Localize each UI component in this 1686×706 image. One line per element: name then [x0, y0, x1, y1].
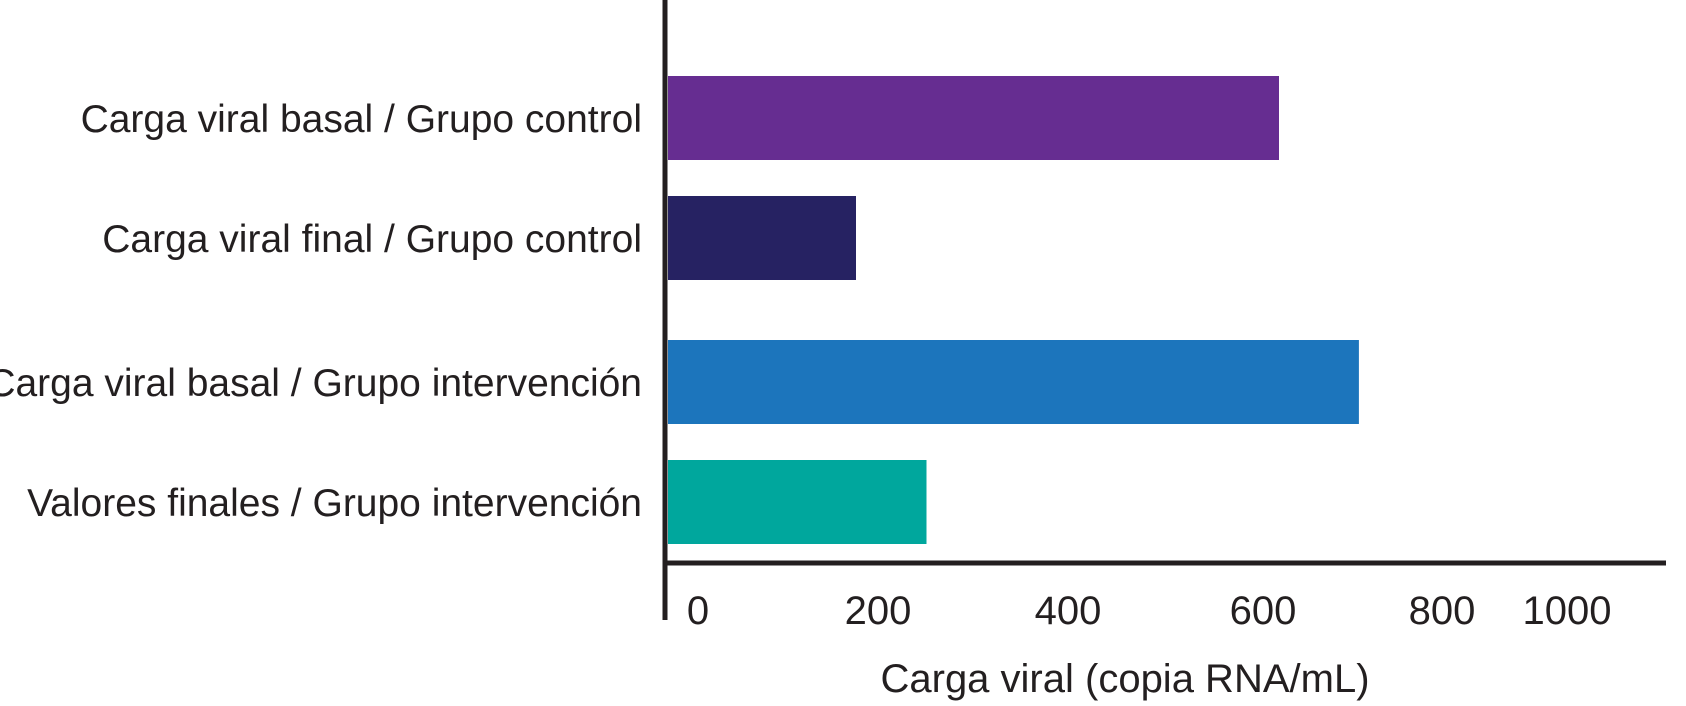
bar	[668, 460, 927, 544]
x-axis-label: Carga viral (copia RNA/mL)	[880, 657, 1369, 701]
bars-group	[668, 76, 1359, 544]
bar	[668, 76, 1279, 160]
bar	[668, 340, 1359, 424]
x-tick-labels: 0 200 400 600 800 1000	[687, 589, 1612, 633]
x-tick-label: 1000	[1523, 589, 1612, 633]
x-tick-label: 600	[1230, 589, 1297, 633]
category-label: Carga viral basal / Grupo control	[81, 98, 642, 141]
x-tick-label: 400	[1035, 589, 1102, 633]
category-label: Carga viral final / Grupo control	[102, 218, 642, 261]
x-tick-label: 800	[1409, 589, 1476, 633]
x-tick-label: 0	[687, 589, 709, 633]
bar	[668, 196, 856, 280]
x-tick-label: 200	[845, 589, 912, 633]
category-label: Valores finales / Grupo intervención	[27, 482, 642, 525]
category-label: Carga viral basal / Grupo intervención	[0, 362, 642, 405]
category-labels: Carga viral basal / Grupo control Carga v…	[0, 98, 642, 525]
